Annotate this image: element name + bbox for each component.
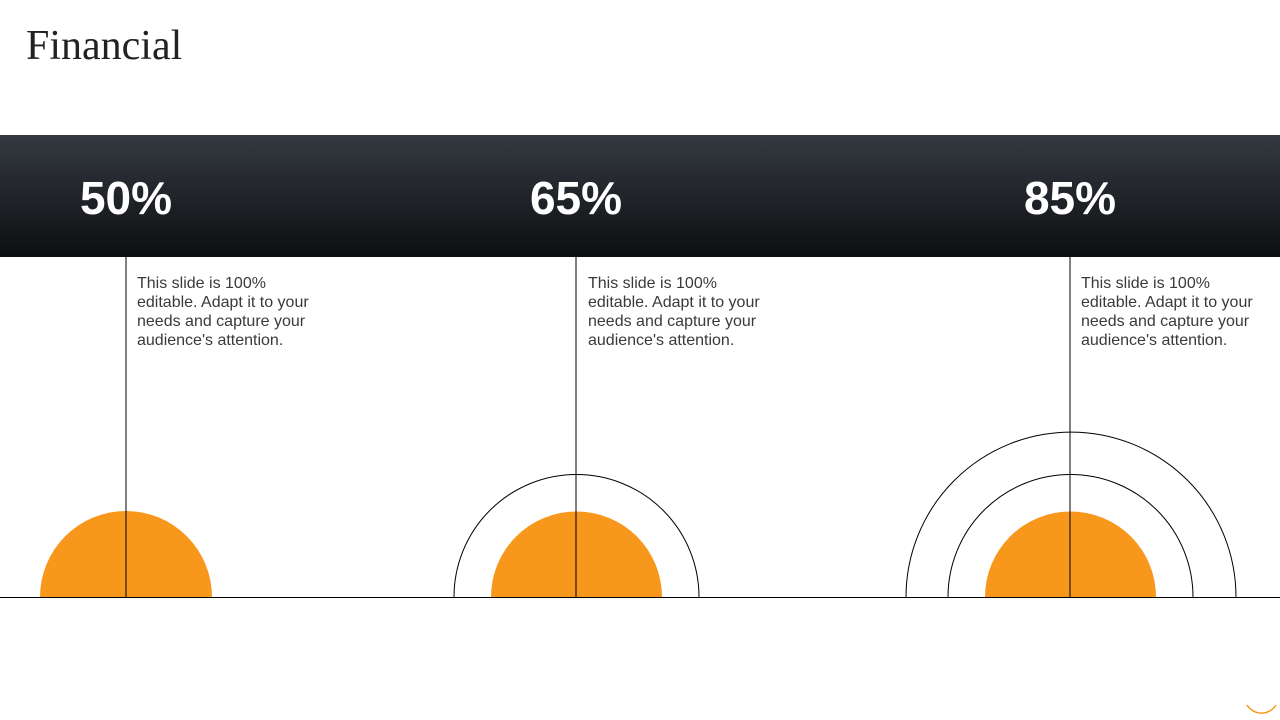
slide-title: Financial <box>26 23 183 69</box>
outer-ring-3a <box>947 474 1194 598</box>
stat-value-2: 65% <box>529 172 623 224</box>
orange-semicircle-3 <box>985 511 1156 597</box>
stat-value-3: 85% <box>1023 172 1117 224</box>
stat-value-1: 50% <box>79 172 173 224</box>
orange-semicircle-1 <box>40 511 212 597</box>
outer-ring-2a <box>453 474 700 598</box>
orange-semicircle-2 <box>491 511 662 597</box>
stat-description-2: This slide is 100% editable. Adapt it to… <box>588 275 760 349</box>
stat-description-1: This slide is 100% editable. Adapt it to… <box>137 275 309 349</box>
outer-ring-3b <box>905 431 1237 598</box>
stat-description-3: This slide is 100% editable. Adapt it to… <box>1081 275 1253 349</box>
corner-arc-decoration <box>1246 704 1277 714</box>
stats-band <box>0 135 1280 257</box>
